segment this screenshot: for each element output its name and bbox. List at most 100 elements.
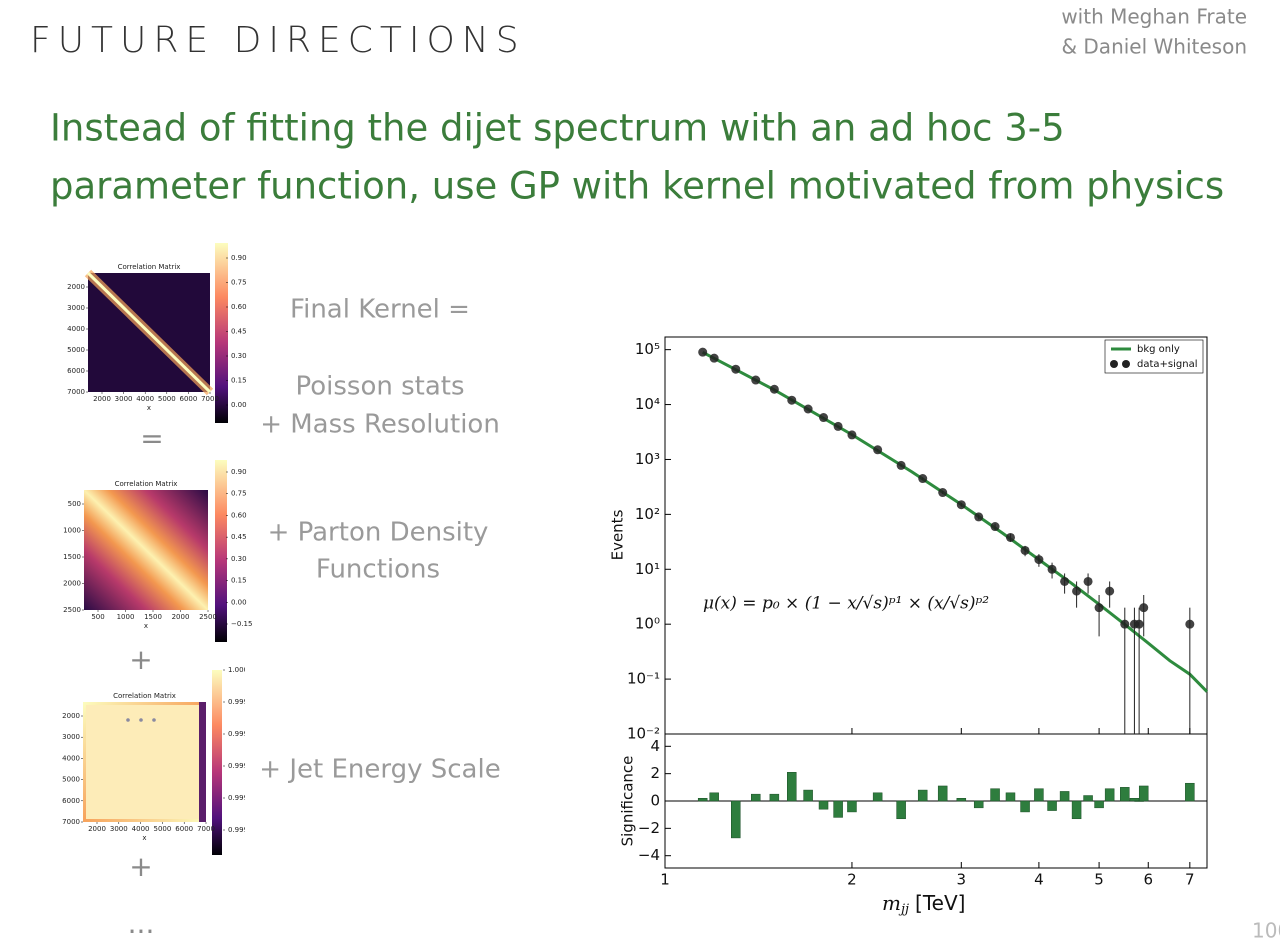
colorbar-label: 0.9994: [228, 762, 253, 770]
bar: [1059, 791, 1070, 802]
headline: Instead of fitting the dijet spectrum wi…: [50, 107, 1065, 150]
dot: [139, 718, 143, 722]
credit: with Meghan Frate: [1061, 5, 1247, 29]
bar: [1129, 798, 1140, 802]
bar: [787, 772, 797, 802]
y-tick-label: 10⁻¹: [627, 670, 660, 688]
colorbar-label: 0.45: [231, 533, 247, 541]
data-point: [1034, 555, 1044, 565]
heatmap: [199, 702, 206, 822]
bar: [937, 785, 948, 802]
colorbar-label: 0.15: [231, 377, 247, 385]
x-tick-label: 2000: [88, 825, 106, 833]
y-tick-label: 2000: [67, 283, 85, 291]
colorbar-label: 0.75: [231, 279, 247, 287]
x-tick-label: 3: [957, 871, 967, 889]
bar: [917, 789, 928, 802]
y-tick-label: 2500: [63, 606, 81, 614]
slide-title: FUTURE DIRECTIONS: [30, 20, 526, 61]
data-point: [833, 421, 843, 431]
x-tick-label: 6: [1143, 871, 1153, 889]
data-point: [1120, 619, 1130, 629]
x-tick-label: 4000: [136, 395, 154, 403]
bar: [1094, 800, 1104, 809]
data-point: [956, 500, 966, 510]
data-point: [1072, 586, 1082, 596]
bar: [751, 793, 761, 802]
colorbar-label: 0.9992: [228, 794, 253, 802]
heatmap-band: [86, 271, 212, 394]
colorbar-labels: 1.0000 0.9998 0.9996 0.9994 0.9992 0.9990: [228, 666, 253, 834]
dot: [126, 718, 130, 722]
data-point: [1060, 576, 1070, 586]
kernel-text: + Jet Energy Scale: [259, 755, 500, 785]
y-tick-label: 7000: [62, 818, 80, 826]
x-tick-label: 500: [91, 613, 104, 621]
data-point: [974, 512, 984, 522]
y-tick-label: −2: [638, 819, 660, 837]
bar: [1034, 788, 1044, 802]
colorbar: [215, 243, 228, 423]
bar: [990, 788, 1000, 802]
plot-frame: [664, 336, 1208, 735]
x-tick-label: 6000: [175, 825, 193, 833]
bar: [1104, 788, 1115, 802]
data-point: [1094, 603, 1104, 613]
data-point: [1105, 586, 1115, 596]
x-tick-label: 2500: [199, 613, 217, 621]
data-point: [1020, 545, 1030, 555]
y-tick-label: 10²: [635, 505, 660, 523]
data-point: [1005, 532, 1015, 542]
data-point: [1083, 576, 1093, 586]
x-tick-label: 5000: [158, 395, 176, 403]
matrix-title: Correlation Matrix: [113, 692, 176, 700]
data-point: [938, 488, 948, 498]
x-tick-label: 2000: [93, 395, 111, 403]
operator: +: [129, 850, 152, 883]
x-tick-label: 3000: [110, 825, 128, 833]
matrix-xlabel: x: [147, 404, 151, 412]
bar: [833, 800, 843, 818]
data-point: [1047, 564, 1057, 574]
bar: [803, 789, 813, 802]
x-tick-label: 2: [847, 871, 857, 889]
colorbar-label: 0.30: [231, 555, 247, 563]
y-tick-label: −4: [638, 846, 660, 864]
data-point: [731, 364, 741, 374]
colorbar-label: 0.9996: [228, 730, 253, 738]
legend-label: bkg only: [1137, 344, 1180, 355]
colorbar-label: 0.75: [231, 490, 247, 498]
y-tick-label: 5000: [67, 346, 85, 354]
x-tick-label: 1: [660, 871, 670, 889]
x-tick-label: 5000: [153, 825, 171, 833]
y-axis-label: Events: [609, 509, 627, 560]
bar: [1005, 792, 1016, 802]
colorbar-label: 0.60: [231, 511, 247, 519]
colorbar-label: 0.30: [231, 352, 247, 360]
y-tick-label: 4000: [62, 754, 80, 762]
x-axis-label: mjj [TeV]: [882, 891, 965, 917]
x-tick-label: 2000: [172, 613, 190, 621]
y-tick-label: 3000: [62, 733, 80, 741]
data-point: [896, 460, 906, 470]
y-tick-label: 0: [650, 792, 660, 810]
data-point: [873, 445, 883, 455]
data-point: [1134, 619, 1144, 629]
x-tick-label: 1500: [144, 613, 162, 621]
colorbar-label: 0.15: [231, 577, 247, 585]
data-point: [769, 384, 779, 394]
data-point: [803, 404, 813, 414]
credit: & Daniel Whiteson: [1061, 35, 1247, 59]
matrix-xlabel: x: [144, 622, 148, 630]
bar: [847, 800, 857, 813]
kernel-text: Final Kernel =: [290, 295, 470, 325]
data-point: [990, 522, 1000, 532]
bar: [697, 798, 708, 802]
heatmap: [84, 490, 208, 610]
data-point: [1139, 603, 1149, 613]
y-tick-label: 4000: [67, 325, 85, 333]
matrix-xlabel: x: [142, 834, 146, 842]
x-tick-label: 4: [1034, 871, 1044, 889]
